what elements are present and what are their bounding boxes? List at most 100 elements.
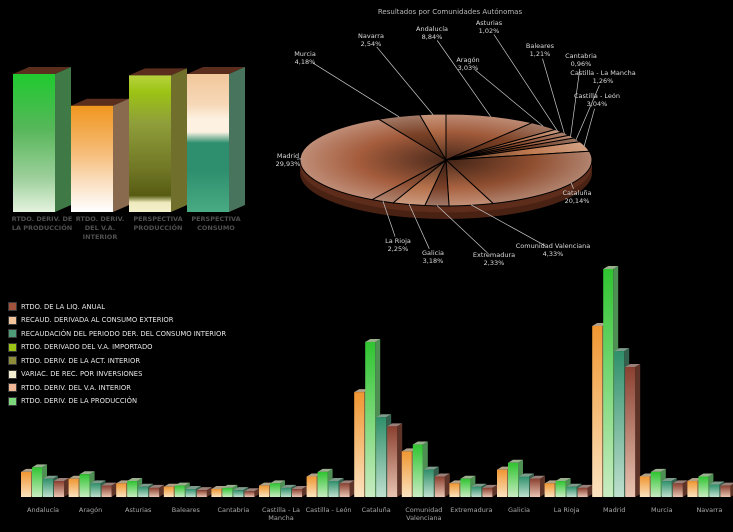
bar-2-s3-side — [159, 484, 165, 497]
pie-leader-line — [408, 203, 430, 249]
bar-0-top — [13, 67, 71, 74]
bar-3[interactable] — [187, 67, 245, 212]
category-label: PERSPECTIVA PRODUCCIÓN — [133, 215, 183, 232]
bar-2-s2-front — [138, 486, 149, 497]
legend-item-0: RTDO. DE LA LIQ. ANUAL — [8, 300, 238, 314]
bar-7-s3[interactable] — [387, 423, 403, 497]
bar-2-s3[interactable] — [149, 484, 165, 497]
bar-11-s1-front — [555, 481, 566, 497]
pie-leader-line — [382, 200, 396, 237]
bar-12-s2-top — [614, 348, 630, 352]
production-results-bar-chart[interactable] — [5, 55, 257, 217]
bar-9-s2-front — [471, 486, 482, 497]
bar-8-s0-front — [401, 451, 412, 497]
bar-4-s3-side — [254, 488, 260, 497]
pie-leader-line — [493, 34, 558, 132]
pie-leader-line — [376, 46, 434, 115]
bar-0-s0-front — [21, 471, 31, 497]
bar-14-s3[interactable] — [720, 482, 733, 497]
bar-13-s2-front — [661, 481, 672, 497]
pie-slice-label: Baleares 1,21% — [525, 42, 555, 58]
ccaa-bar-chart[interactable] — [0, 252, 733, 502]
bar-3-s3-front — [196, 490, 207, 497]
bar-10-s2-front — [519, 476, 529, 497]
pie-leader-line — [436, 205, 488, 254]
bar-13-s3-front — [672, 483, 683, 497]
bar-11-s2-front — [566, 486, 577, 497]
bar-7-s1-front — [365, 341, 376, 497]
bar-0[interactable] — [13, 67, 71, 212]
pie-slice-7[interactable] — [444, 150, 593, 205]
bar-5-s2-front — [281, 487, 291, 497]
legend-label: RTDO. DERIV. DE LA PRODUCCIÓN — [21, 397, 138, 406]
bar-7-s2-top — [376, 414, 392, 418]
bar-9-s3-side — [492, 484, 498, 497]
legend-label: VARIAC. DE REC. POR INVERSIONES — [21, 370, 143, 379]
bar-4-s1-front — [222, 487, 233, 497]
bar-0-s3[interactable] — [54, 478, 69, 497]
legend-item-1: RECAUD. DERIVADA AL CONSUMO EXTERIOR — [8, 314, 238, 328]
bar-3-s0-front — [163, 486, 174, 497]
bar-2-s2-top — [138, 483, 154, 487]
pie-slice-label: Andalucía 8,84% — [416, 25, 448, 41]
bar-2-front — [129, 75, 171, 212]
bar-6-s2-top — [328, 478, 344, 482]
bar-14-s0-front — [687, 481, 698, 497]
bar-13-s3[interactable] — [672, 480, 688, 497]
bar-11-s0-front — [544, 483, 555, 497]
bar-1-s2-front — [90, 483, 101, 497]
bar-10-s1-front — [508, 462, 518, 497]
bar-5-s3-side — [302, 486, 307, 497]
bar-2[interactable] — [129, 68, 187, 212]
bar-9-s3[interactable] — [482, 484, 498, 497]
ccaa-results-pie-chart[interactable]: Resultados por Comunidades Autónomas And… — [268, 8, 636, 270]
pie-slice-label: Murcia 4,18% — [294, 50, 316, 66]
bar-14-s3-front — [720, 485, 731, 497]
category-label: Baleares — [171, 506, 200, 514]
bar-1[interactable] — [71, 98, 129, 212]
bar-0-s3-top — [54, 478, 69, 482]
legend-item-7: RTDO. DERIV. DE LA PRODUCCIÓN — [8, 395, 238, 409]
legend-label: RTDO. DERIVADO DEL V.A. IMPORTADO — [21, 343, 153, 352]
pie-slice-0[interactable] — [445, 113, 534, 161]
category-label: Castilla - La Mancha — [262, 506, 300, 522]
bar-11-s3-side — [587, 484, 593, 497]
bar-9-s1-top — [460, 475, 476, 479]
bar-1-front — [71, 105, 113, 212]
bar-14-s3-side — [730, 484, 733, 497]
bar-7-s2-front — [376, 417, 387, 497]
bar-10-s3-front — [530, 478, 540, 497]
bar-4-s3[interactable] — [244, 488, 260, 497]
bar-10-s3[interactable] — [530, 475, 545, 497]
bar-2-s3-front — [149, 487, 160, 497]
bar-12-s3[interactable] — [625, 364, 641, 497]
bar-3-s3[interactable] — [196, 487, 212, 497]
pie-leader-line — [583, 108, 595, 147]
bar-7-s3-front — [387, 426, 398, 497]
pie-title: Resultados por Comunidades Autónomas — [377, 8, 523, 16]
category-label: PERSPECTIVA CONSUMO — [191, 215, 241, 232]
legend-label: RECAUDACIÓN DEL PERIODO DER. DEL CONSUMO… — [21, 329, 227, 338]
legend-swatch — [8, 342, 17, 352]
bar-11-s3[interactable] — [577, 484, 593, 497]
pie-slice-label: Madrid 29,93% — [275, 152, 301, 168]
bar-6-s3[interactable] — [339, 480, 355, 497]
legend-item-2: RECAUDACIÓN DEL PERIODO DER. DEL CONSUMO… — [8, 327, 238, 341]
pie-leader-line — [312, 62, 400, 118]
bar-5-s0-front — [259, 485, 269, 497]
pie-slice-label: Aragón 3,03% — [456, 56, 480, 72]
legend-label: RTDO. DERIV. DEL V.A. INTERIOR — [21, 383, 131, 392]
bar-14-s1-top — [698, 473, 714, 477]
category-label: Cataluña — [361, 506, 391, 514]
bar-3-top — [187, 67, 245, 74]
category-label: Extremadura — [450, 506, 493, 514]
bar-9-s1-front — [460, 478, 471, 497]
bar-0-front — [13, 74, 55, 212]
bar-6-s3-front — [339, 483, 350, 497]
bar-1-s3[interactable] — [101, 482, 117, 497]
bar-1-s0-front — [68, 478, 79, 497]
bar-10-s3-top — [530, 475, 545, 479]
bar-5-s3[interactable] — [292, 486, 307, 497]
bar-8-s3[interactable] — [434, 473, 450, 497]
